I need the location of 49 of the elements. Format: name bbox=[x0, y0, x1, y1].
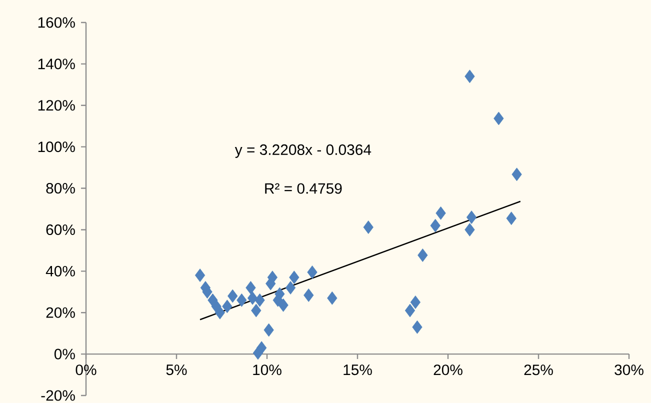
y-tick-label: -20% bbox=[41, 390, 75, 401]
point bbox=[278, 298, 288, 312]
x-tick-label: 5% bbox=[166, 364, 187, 376]
point bbox=[327, 291, 338, 305]
point bbox=[464, 70, 475, 84]
y-tick-label: 160% bbox=[38, 17, 75, 28]
point bbox=[228, 289, 238, 303]
y-tick-label: 100% bbox=[38, 141, 75, 152]
point bbox=[256, 341, 267, 354]
point bbox=[410, 296, 421, 309]
point bbox=[304, 288, 314, 302]
point bbox=[307, 265, 318, 279]
point bbox=[430, 218, 440, 232]
y-tick-label: 120% bbox=[38, 100, 75, 111]
point bbox=[285, 280, 296, 294]
point bbox=[289, 270, 300, 284]
y-tick-label: 0% bbox=[54, 348, 75, 360]
point bbox=[254, 293, 265, 307]
point bbox=[404, 304, 416, 318]
x-tick-label: 15% bbox=[344, 364, 372, 376]
y-tick-label: 60% bbox=[46, 224, 75, 235]
point bbox=[251, 304, 262, 318]
y-tick-label: 80% bbox=[46, 182, 75, 194]
point bbox=[236, 293, 247, 307]
point bbox=[363, 220, 374, 234]
point bbox=[436, 206, 446, 220]
point bbox=[466, 210, 477, 224]
point bbox=[264, 323, 274, 337]
point bbox=[512, 168, 522, 182]
x-tick-label: 20% bbox=[434, 364, 462, 376]
point bbox=[194, 268, 206, 282]
point bbox=[211, 300, 222, 314]
point bbox=[246, 280, 256, 294]
y-tick-label: 140% bbox=[38, 58, 75, 70]
point bbox=[494, 112, 504, 126]
annotation: y = 3.2208x - 0.0364 bbox=[234, 144, 372, 158]
point bbox=[418, 248, 428, 262]
point bbox=[412, 320, 422, 334]
point bbox=[464, 222, 475, 236]
x-tick-label: 25% bbox=[524, 364, 553, 376]
x-tick-label: 30% bbox=[614, 364, 644, 376]
x-tick-label: 10% bbox=[253, 364, 282, 376]
y-tick-label: 20% bbox=[46, 307, 75, 318]
point bbox=[506, 212, 516, 225]
point bbox=[222, 300, 232, 314]
point bbox=[247, 291, 258, 305]
annotation: R² = 0.4759 bbox=[265, 183, 342, 194]
y-tick-label: 40% bbox=[46, 266, 75, 276]
x-tick-label: 0% bbox=[76, 364, 96, 376]
